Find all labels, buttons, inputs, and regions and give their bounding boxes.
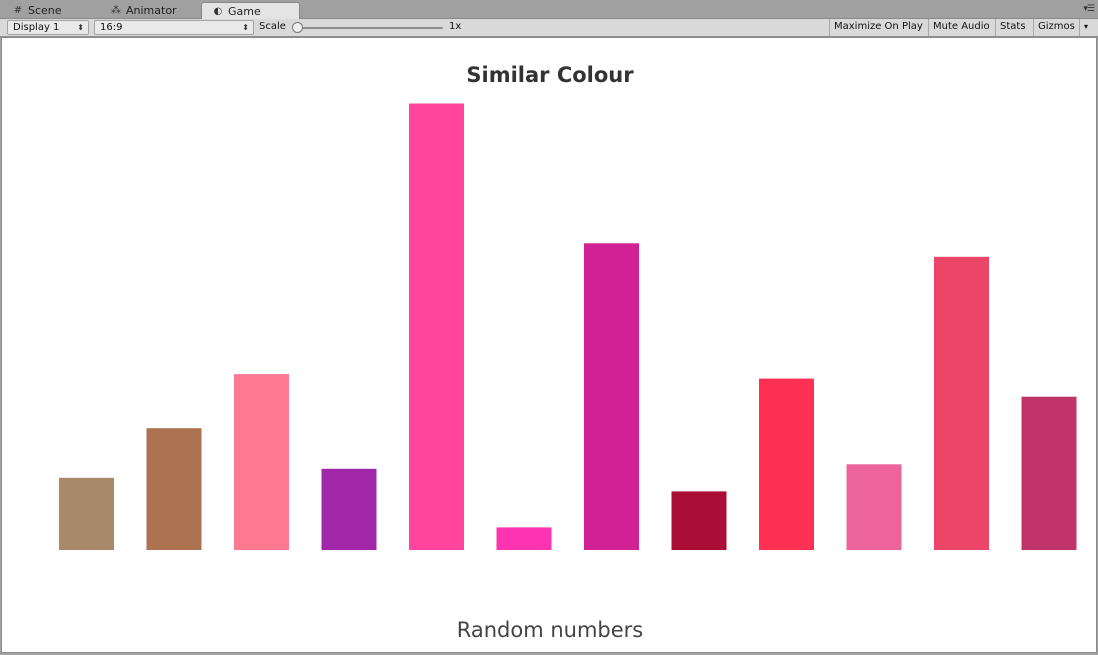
gizmos-button[interactable]: Gizmos [1033,19,1079,36]
bar-6 [496,527,552,550]
scale-slider-thumb[interactable] [292,22,303,33]
scale-label: Scale [259,21,286,32]
mute-audio-button[interactable]: Mute Audio [928,19,994,36]
bar-2 [146,428,202,550]
bar-10 [846,464,902,550]
bar-4 [321,468,377,550]
stats-button[interactable]: Stats [995,19,1030,36]
tab-animator[interactable]: ⁂ Animator [100,2,200,19]
bar-1 [59,477,114,550]
dropdown-arrows-icon: ⬍ [242,23,249,32]
scale-slider-track[interactable] [295,27,443,29]
display-dropdown[interactable]: Display 1 ⬍ [7,20,89,35]
bar-5 [409,103,464,550]
bar-chart [59,103,1077,551]
bar-7 [584,243,639,551]
maximize-on-play-button[interactable]: Maximize On Play [829,19,927,36]
tab-game[interactable]: ◐ Game [201,2,300,20]
tab-game-label: Game [228,5,261,18]
tab-animator-label: Animator [126,4,177,17]
bar-12 [1021,396,1077,550]
bar-3 [234,374,289,550]
display-dropdown-value: Display 1 [13,22,60,33]
dropdown-arrows-icon: ⬍ [77,23,84,32]
game-icon: ◐ [213,6,223,17]
bar-8 [671,491,727,550]
tab-scene[interactable]: # Scene [2,2,100,19]
bar-11 [934,256,989,550]
chart-title: Similar Colour [466,63,634,87]
animator-icon: ⁂ [111,5,121,16]
tab-scene-label: Scene [28,4,62,17]
tab-strip: # Scene ⁂ Animator ◐ Game ▾☰ [0,0,1098,20]
bar-9 [759,378,814,550]
gizmos-dropdown-arrow-icon[interactable]: ▾ [1079,19,1098,36]
aspect-dropdown-value: 16:9 [100,22,123,33]
game-toolbar: Display 1 ⬍ 16:9 ⬍ Scale 1x Maximize On … [0,19,1098,37]
grid-icon: # [13,5,23,16]
tab-menu-icon[interactable]: ▾☰ [1083,4,1095,14]
game-view[interactable]: Similar Colour Random numbers [1,37,1097,653]
chart-x-axis-label: Random numbers [456,618,644,642]
scale-value: 1x [449,21,462,32]
aspect-dropdown[interactable]: 16:9 ⬍ [94,20,254,35]
